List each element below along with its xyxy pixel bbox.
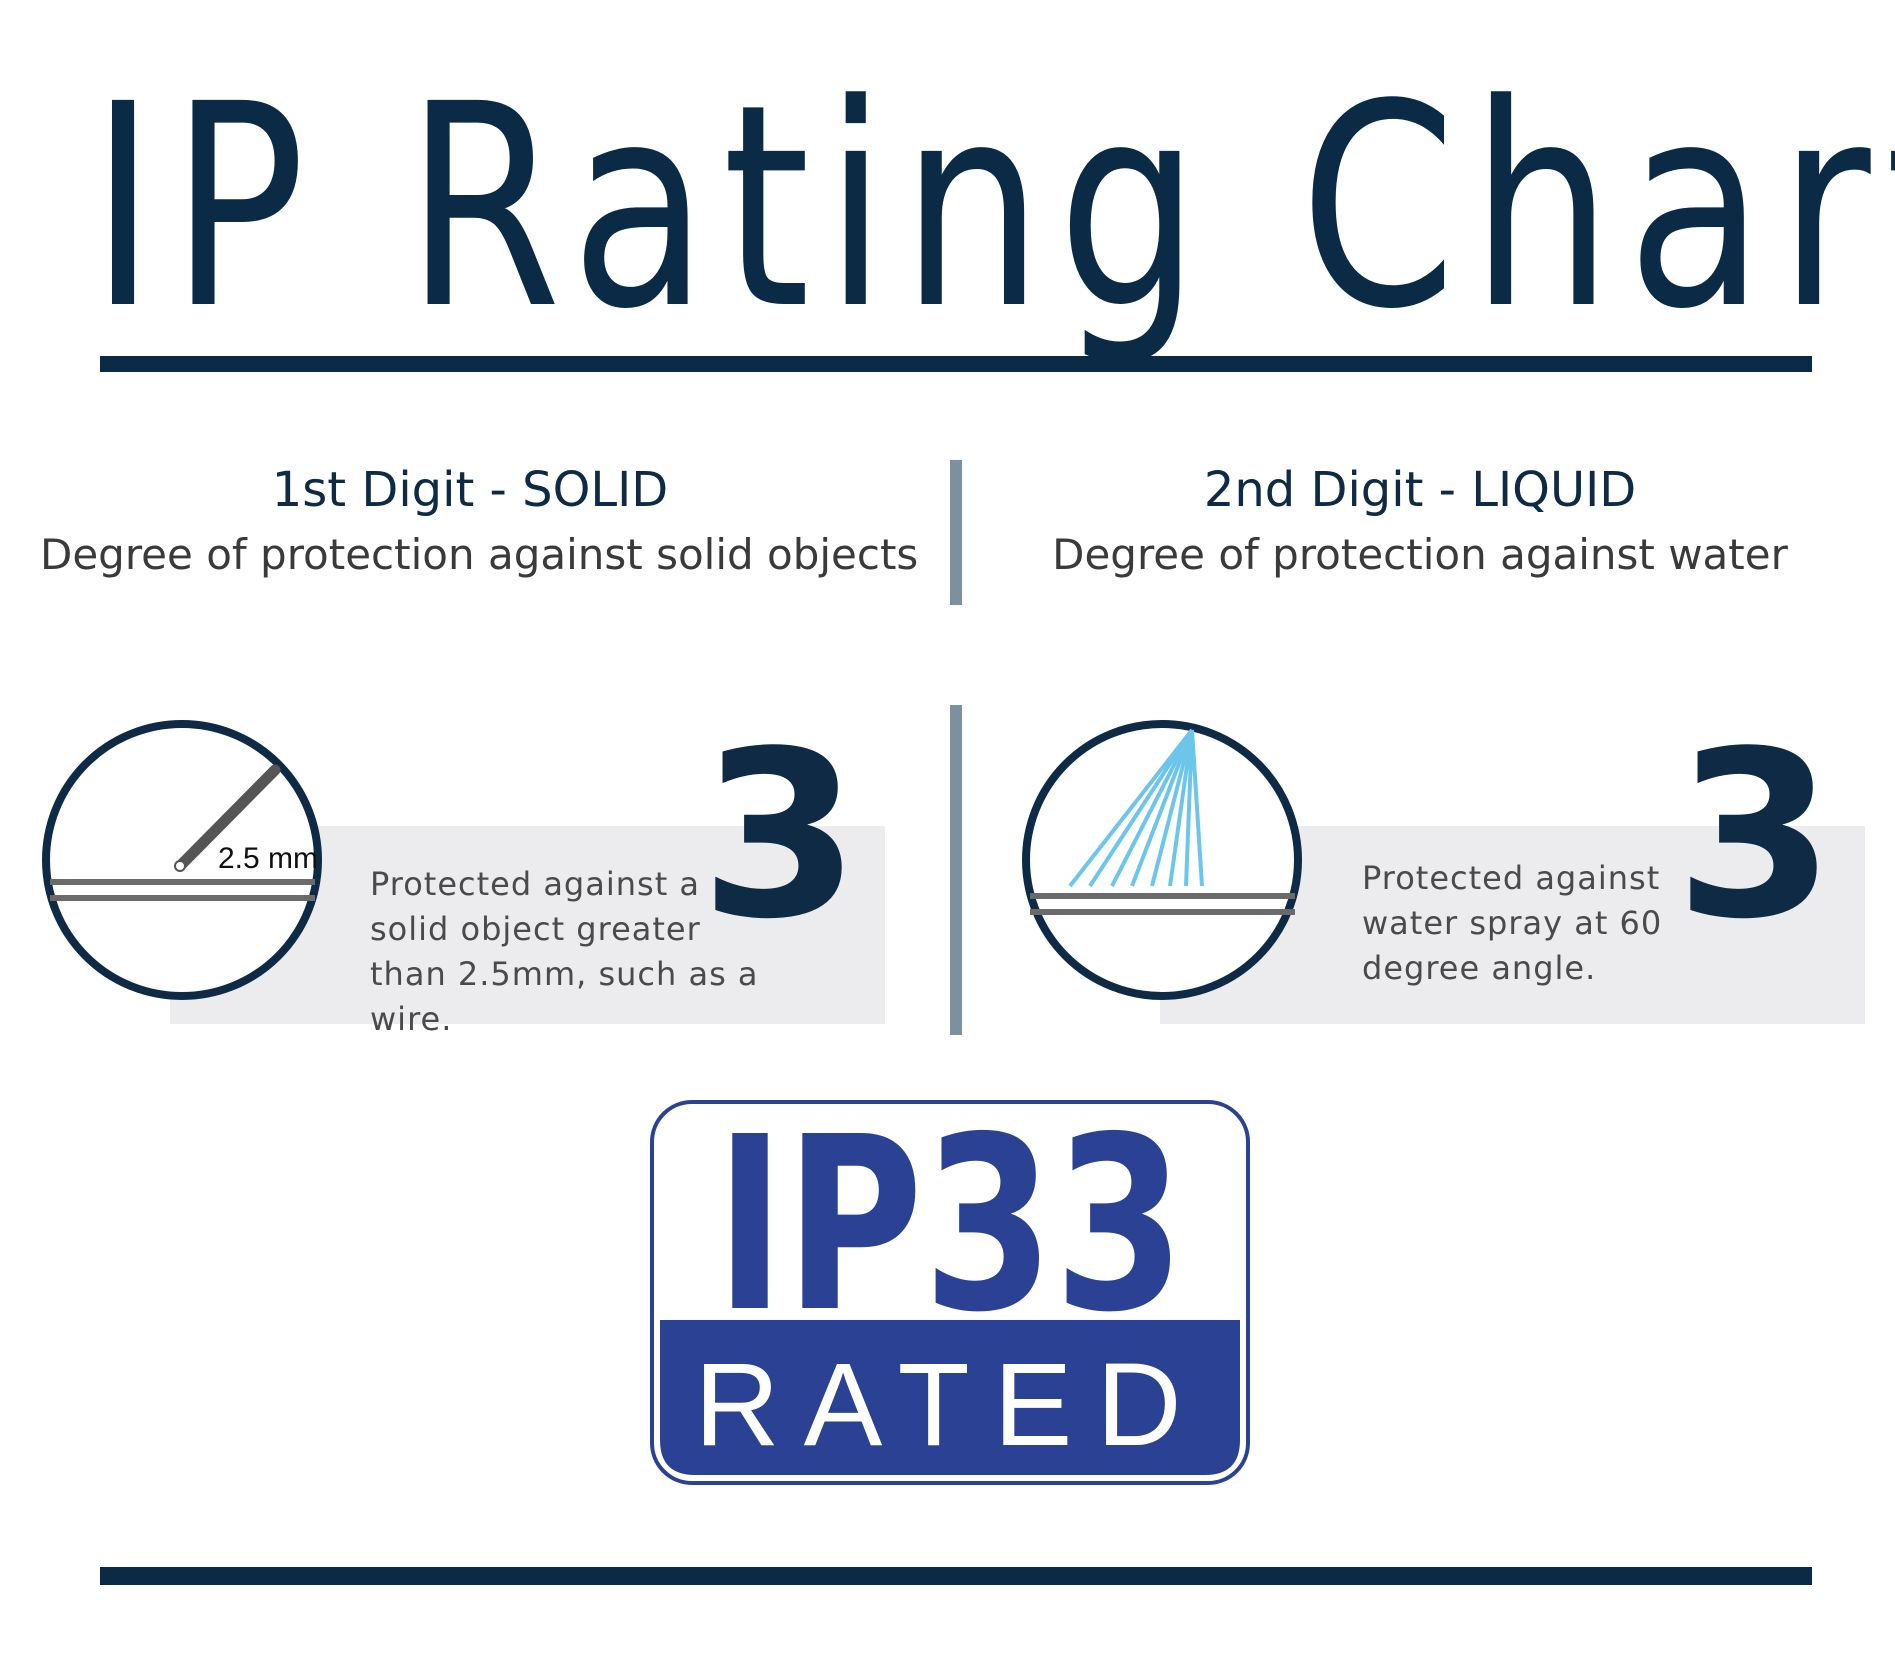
solid-description-line: Protected against a bbox=[370, 865, 701, 903]
wire-icon: 2.5 mm bbox=[42, 720, 322, 1000]
liquid-heading: 2nd Digit - LIQUID bbox=[1203, 462, 1637, 518]
liquid-description: Protected against water spray at 60 degr… bbox=[1362, 856, 1682, 991]
title-underline bbox=[100, 356, 1812, 372]
column-divider-middle bbox=[950, 705, 962, 1035]
badge-label: RATED bbox=[694, 1339, 1205, 1471]
water-spray-icon bbox=[1022, 720, 1302, 1000]
page-title: IP Rating Chart bbox=[90, 45, 1895, 371]
solid-subheading: Degree of protection against solid objec… bbox=[40, 530, 919, 579]
solid-heading: 1st Digit - SOLID bbox=[271, 462, 669, 518]
liquid-description-line: water spray at 60 bbox=[1362, 904, 1663, 942]
liquid-subheading: Degree of protection against water bbox=[1052, 530, 1788, 579]
liquid-digit: 3 bbox=[1674, 703, 1836, 970]
liquid-description-line: degree angle. bbox=[1362, 949, 1597, 987]
solid-description: Protected against a solid object greater… bbox=[370, 862, 850, 1042]
liquid-description-line: Protected against bbox=[1362, 859, 1661, 897]
solid-description-line: solid object greater bbox=[370, 910, 701, 948]
wire-size-label: 2.5 mm bbox=[218, 842, 318, 875]
solid-description-line: than 2.5mm, such as a wire. bbox=[370, 955, 759, 1038]
solid-digit: 3 bbox=[699, 703, 861, 970]
ip-rated-badge: IP33 RATED bbox=[650, 1100, 1250, 1485]
column-divider-top bbox=[950, 460, 962, 605]
bottom-rule bbox=[100, 1567, 1812, 1585]
badge-code: IP33 bbox=[715, 1100, 1185, 1365]
